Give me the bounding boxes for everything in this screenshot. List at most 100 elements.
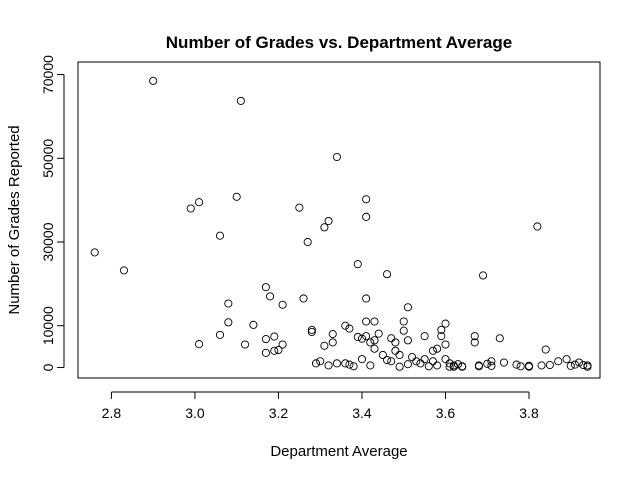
data-point [362, 332, 371, 341]
x-tick-label: 3.2 [269, 405, 289, 421]
x-axis-label: Department Average [270, 443, 407, 460]
data-point [232, 192, 241, 201]
data-point [307, 325, 316, 334]
data-point [307, 327, 316, 337]
data-point [195, 340, 204, 349]
data-point [470, 332, 479, 341]
data-point [441, 340, 450, 349]
data-point [149, 76, 158, 85]
y-tick-label: 10000 [40, 306, 56, 345]
data-point [378, 350, 387, 360]
data-point [349, 362, 358, 371]
data-point [391, 346, 400, 355]
x-tick-label: 3.4 [352, 405, 372, 421]
data-point [357, 334, 367, 343]
data-point [362, 317, 371, 326]
data-point [332, 359, 341, 368]
data-point [274, 345, 283, 355]
data-point [332, 152, 341, 162]
data-point [408, 353, 417, 362]
data-point [261, 335, 270, 344]
data-point [479, 271, 488, 280]
data-point [458, 362, 467, 371]
data-point [575, 358, 584, 367]
data-point [382, 355, 392, 365]
data-point [324, 216, 333, 226]
x-tick-label: 3.0 [185, 405, 205, 421]
data-point [416, 359, 425, 368]
plot-frame [77, 61, 601, 379]
data-point [420, 355, 429, 364]
data-point [224, 318, 233, 327]
data-point [533, 222, 542, 231]
data-point [316, 357, 325, 366]
data-point [328, 338, 337, 347]
x-tick-label: 3.6 [436, 405, 456, 421]
data-point [278, 300, 287, 309]
data-point [362, 195, 371, 204]
data-point [541, 345, 550, 354]
data-point [470, 338, 479, 347]
data-point [215, 330, 225, 339]
data-point [249, 320, 258, 329]
data-point [186, 204, 195, 213]
data-point [403, 360, 412, 369]
data-point [299, 294, 308, 303]
data-point [566, 361, 575, 370]
data-point [399, 326, 408, 335]
data-point [487, 357, 496, 366]
data-point [366, 361, 375, 370]
x-tick-label: 2.8 [102, 405, 122, 421]
data-point [90, 248, 99, 257]
data-point [570, 360, 579, 369]
data-point [554, 357, 563, 366]
data-point [516, 362, 525, 371]
data-point [320, 341, 329, 350]
data-point [487, 361, 496, 370]
data-point [387, 334, 396, 343]
data-point [499, 358, 509, 367]
data-point [224, 299, 233, 308]
data-point [374, 329, 383, 338]
x-axis: 2.8 3.0 3.2 3.4 3.6 3.8 [102, 391, 539, 421]
data-point [362, 294, 371, 303]
data-point [537, 361, 546, 370]
y-tick-label: 50000 [40, 139, 56, 178]
data-point [433, 344, 442, 353]
data-point [370, 344, 379, 353]
data-point [311, 359, 321, 368]
data-point [437, 332, 446, 341]
y-tick-label: 70000 [40, 55, 56, 94]
data-point [524, 362, 534, 371]
data-point [345, 324, 354, 333]
data-point [119, 266, 128, 275]
data-point [266, 292, 275, 301]
data-point [583, 361, 592, 370]
y-tick-label: 30000 [40, 222, 56, 261]
data-point [362, 212, 371, 221]
y-axis-label: Number of Grades Reported [6, 125, 23, 314]
data-point [562, 355, 571, 364]
data-point [240, 340, 250, 349]
y-tick-label: 0 [40, 363, 56, 371]
data-point [445, 362, 454, 371]
data-point [195, 198, 204, 207]
data-point [399, 317, 408, 326]
data-point [420, 332, 429, 341]
data-point [341, 321, 350, 330]
data-point [261, 283, 270, 292]
data-point [512, 360, 521, 369]
data-point [357, 355, 367, 364]
data-point [395, 350, 404, 360]
data-point [270, 332, 279, 341]
data-point [345, 360, 354, 369]
data-point [261, 348, 270, 357]
data-point [366, 338, 375, 347]
data-point [433, 361, 442, 370]
data-point [449, 362, 458, 371]
data-point [387, 357, 396, 366]
data-points [90, 76, 592, 371]
data-point [382, 270, 392, 279]
data-point [412, 357, 421, 366]
